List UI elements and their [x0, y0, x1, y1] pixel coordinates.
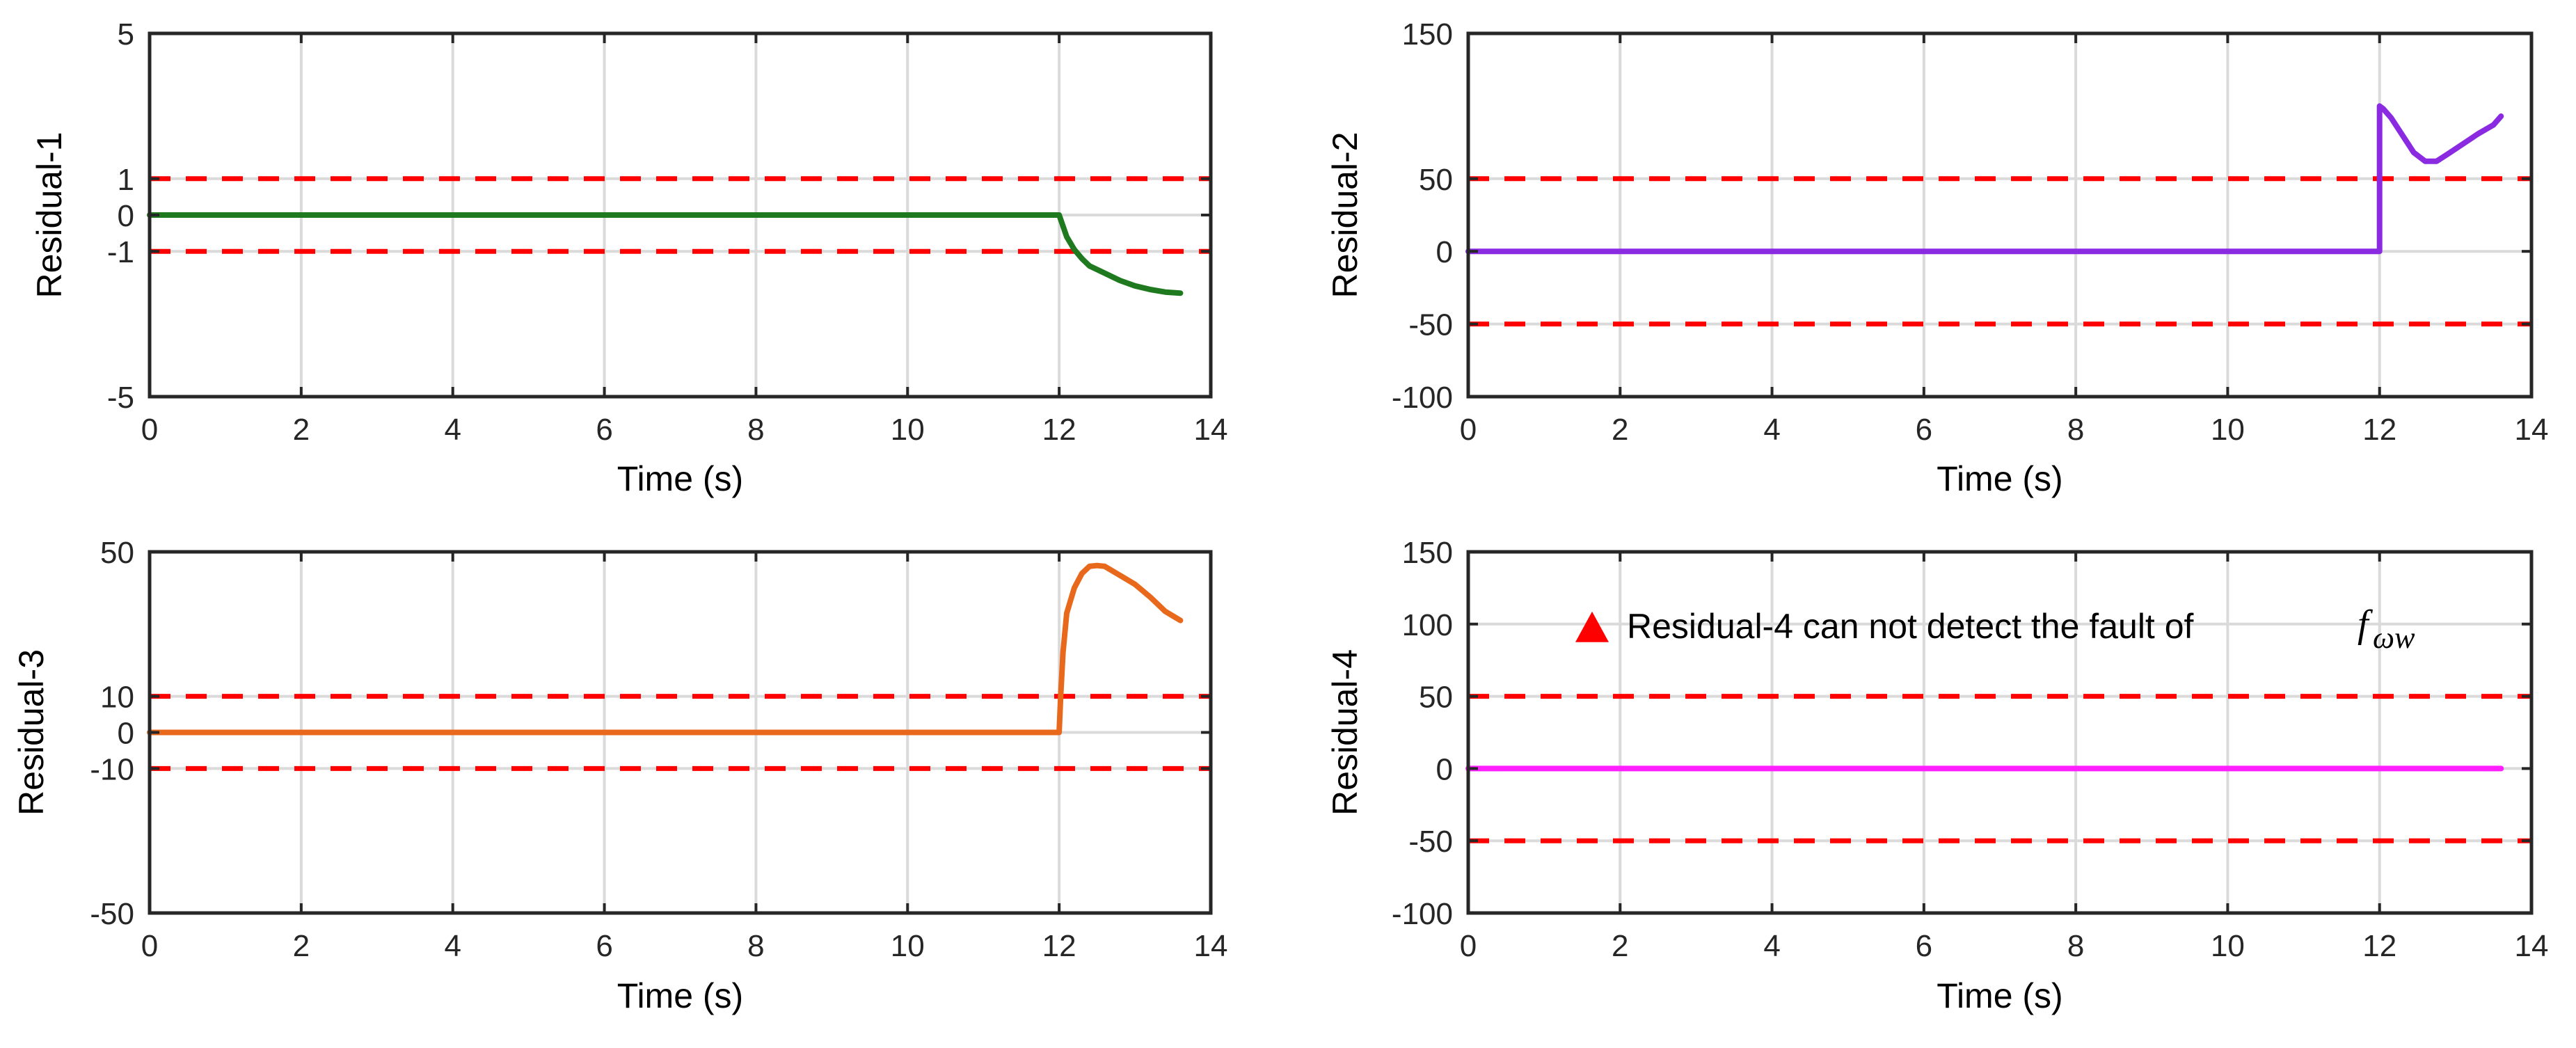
- y-tick-label: 0: [1436, 235, 1453, 269]
- x-tick-label: 14: [2515, 929, 2549, 963]
- x-tick-label: 14: [2515, 413, 2549, 447]
- x-tick-label: 0: [1460, 929, 1477, 963]
- x-tick-label: 6: [1916, 413, 1932, 447]
- axes-box: [1466, 31, 2534, 399]
- x-tick-label: 10: [2211, 413, 2245, 447]
- x-tick-label: 10: [2211, 929, 2245, 963]
- y-tick-label: 1: [118, 163, 134, 197]
- y-tick-label: 50: [100, 536, 134, 570]
- y-tick-label: 50: [1419, 681, 1453, 715]
- y-tick-label: 150: [1402, 17, 1453, 51]
- y-axis-label: Residual-3: [12, 649, 51, 816]
- y-tick-label: -100: [1392, 897, 1453, 931]
- y-tick-label: -10: [90, 752, 134, 786]
- y-tick-label: -50: [90, 897, 134, 931]
- annotation-triangle-marker: [1575, 611, 1609, 642]
- y-tick-label: 0: [118, 199, 134, 233]
- annotation-math-subscript: ωw: [2373, 621, 2415, 655]
- x-tick-label: 14: [1194, 413, 1228, 447]
- x-axis-label: Time (s): [617, 976, 743, 1015]
- series-line: [1465, 103, 2504, 255]
- x-tick-label: 12: [2362, 929, 2396, 963]
- y-tick-label: -1: [107, 235, 134, 269]
- x-tick-label: 12: [1042, 929, 1076, 963]
- x-tick-label: 0: [1460, 413, 1477, 447]
- x-tick-label: 12: [2362, 413, 2396, 447]
- x-tick-label: 2: [293, 929, 310, 963]
- x-tick-label: 6: [596, 413, 612, 447]
- x-tick-label: 10: [891, 413, 925, 447]
- x-tick-label: 6: [596, 929, 612, 963]
- annotation-text: Residual-4 can not detect the fault of: [1627, 607, 2194, 646]
- x-tick-label: 4: [444, 413, 461, 447]
- y-tick-label: 150: [1402, 536, 1453, 570]
- x-tick-label: 4: [1763, 929, 1780, 963]
- x-tick-label: 10: [891, 929, 925, 963]
- y-tick-label: 50: [1419, 163, 1453, 197]
- y-axis-label: Residual-4: [1326, 649, 1365, 816]
- x-axis-label: Time (s): [1937, 976, 2062, 1015]
- x-tick-label: 0: [141, 413, 158, 447]
- x-tick-label: 8: [747, 929, 764, 963]
- x-tick-label: 8: [2067, 413, 2084, 447]
- x-tick-label: 6: [1916, 929, 1932, 963]
- x-tick-label: 2: [293, 413, 310, 447]
- x-tick-label: 4: [444, 929, 461, 963]
- x-tick-label: 8: [2067, 929, 2084, 963]
- x-tick-label: 14: [1194, 929, 1228, 963]
- x-tick-label: 12: [1042, 413, 1076, 447]
- y-tick-label: -5: [107, 381, 134, 415]
- chart-panel-2: 0 2 4 6 8 10 12 14 -100 -50 0 50 150 Time (s) Residual…: [1326, 17, 2548, 498]
- y-tick-label: -50: [1408, 308, 1453, 342]
- x-tick-label: 0: [141, 929, 158, 963]
- series-line: [147, 212, 1184, 296]
- y-tick-label: -50: [1408, 825, 1453, 859]
- y-tick-label: 0: [118, 717, 134, 751]
- axes-box: [1466, 550, 2534, 915]
- x-axis-label: Time (s): [1937, 459, 2062, 498]
- y-tick-label: 0: [1436, 752, 1453, 786]
- x-tick-label: 2: [1612, 413, 1628, 447]
- x-tick-label: 2: [1612, 929, 1628, 963]
- x-tick-label: 4: [1763, 413, 1780, 447]
- y-tick-label: -100: [1392, 381, 1453, 415]
- y-tick-label: 10: [100, 681, 134, 715]
- series-line: [147, 562, 1184, 736]
- x-tick-label: 8: [747, 413, 764, 447]
- x-axis-label: Time (s): [617, 459, 743, 498]
- y-axis-label: Residual-1: [30, 132, 69, 298]
- chart-panel-4: 0 2 4 6 8 10 12 14 -100 -50 0 50 100 150 Time (s) Resid…: [1326, 536, 2548, 1015]
- y-tick-label: 5: [118, 17, 134, 51]
- y-axis-label: Residual-2: [1326, 132, 1365, 298]
- y-tick-label: 100: [1402, 608, 1453, 642]
